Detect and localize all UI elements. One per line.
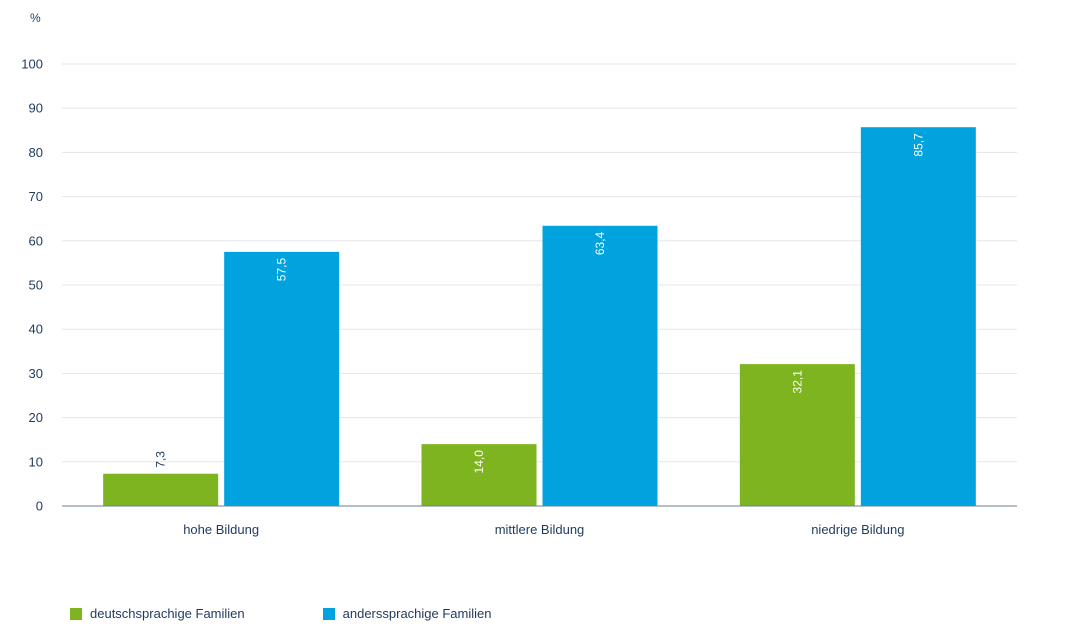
x-axis-category-labels: hohe Bildung mittlere Bildung niedrige Bil… bbox=[183, 522, 904, 537]
legend-item-anderssprachige: anderssprachige Familien bbox=[322, 606, 492, 621]
y-tick-label: 10 bbox=[29, 454, 43, 469]
y-axis-unit-label: % bbox=[30, 11, 41, 25]
legend-item-deutschsprachige: deutschsprachige Familien bbox=[70, 606, 245, 621]
category-label: niedrige Bildung bbox=[811, 522, 904, 537]
y-tick-label: 0 bbox=[36, 499, 43, 514]
y-tick-label: 80 bbox=[29, 145, 43, 160]
y-tick-label: 90 bbox=[29, 101, 43, 116]
legend: deutschsprachige Familien anderssprachig… bbox=[70, 606, 492, 621]
y-tick-label: 30 bbox=[29, 366, 43, 381]
bar bbox=[224, 251, 340, 506]
bar bbox=[421, 444, 537, 506]
category-label: mittlere Bildung bbox=[495, 522, 585, 537]
y-tick-label: 70 bbox=[29, 189, 43, 204]
bar bbox=[542, 225, 658, 506]
data-label: 14,0 bbox=[472, 450, 486, 474]
bar-chart: % 0 10 20 30 40 50 60 70 80 90 100 7,3 57,5 14,0 63,4… bbox=[21, 11, 1017, 537]
category-label: hohe Bildung bbox=[183, 522, 259, 537]
bar bbox=[103, 473, 219, 506]
y-tick-label: 20 bbox=[29, 410, 43, 425]
data-labels: 7,3 57,5 14,0 63,4 32,1 85,7 bbox=[154, 133, 926, 474]
data-label: 63,4 bbox=[593, 231, 607, 255]
data-label: 85,7 bbox=[911, 133, 925, 157]
bars bbox=[103, 127, 976, 507]
gridlines bbox=[62, 63, 1017, 463]
bar bbox=[860, 127, 976, 507]
legend-label: deutschsprachige Familien bbox=[90, 606, 245, 621]
y-tick-label: 100 bbox=[21, 57, 43, 72]
data-label: 7,3 bbox=[154, 451, 168, 468]
y-tick-label: 60 bbox=[29, 233, 43, 248]
legend-swatch-green bbox=[70, 607, 82, 620]
legend-label: anderssprachige Familien bbox=[342, 606, 492, 621]
y-tick-label: 50 bbox=[29, 278, 43, 293]
bar bbox=[739, 364, 855, 506]
y-axis-ticks: 0 10 20 30 40 50 60 70 80 90 100 bbox=[21, 57, 43, 514]
data-label: 32,1 bbox=[790, 370, 804, 394]
y-tick-label: 40 bbox=[29, 322, 43, 337]
data-label: 57,5 bbox=[275, 258, 289, 282]
legend-swatch-blue bbox=[322, 607, 335, 620]
